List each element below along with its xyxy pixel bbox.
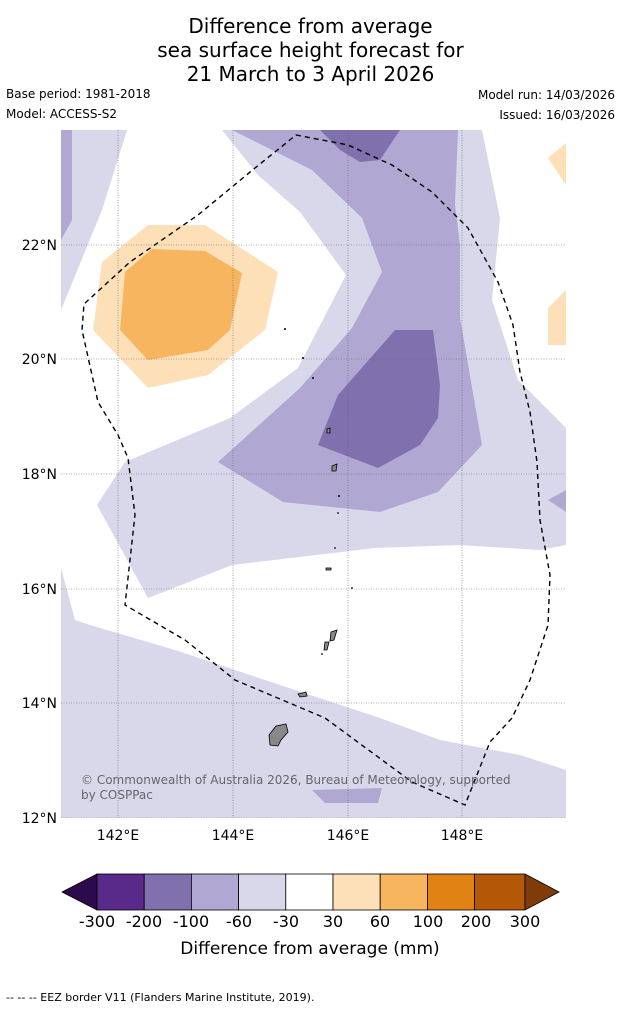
eez-border-footnote: -- -- -- EEZ border V11 (Flanders Marine…	[6, 991, 315, 1004]
colorbar-bin-neg100	[143, 873, 192, 911]
model-run-label: Model run: 14/03/2026	[477, 88, 615, 102]
anomaly-region-pos30-ne	[548, 143, 566, 185]
copyright-notice-line-2: by COSPPac	[81, 788, 153, 802]
anomaly-region-neg30-left	[61, 130, 127, 310]
anomaly-region-neg60-east	[548, 490, 566, 512]
island-tinian	[323, 641, 330, 651]
lon-label-144e: 144°E	[212, 828, 255, 844]
colorbar-extend-high	[524, 873, 560, 911]
colorbar-tick-pos300: 300	[510, 912, 541, 931]
colorbar-tick-pos100: 100	[413, 912, 444, 931]
anomaly-region-neg60-left	[61, 130, 72, 240]
colorbar-bin-neg30	[238, 873, 287, 911]
colorbar-bin-pos100	[426, 873, 475, 911]
colorbar-bin-pos60	[379, 873, 428, 911]
colorbar-bin-neg200	[96, 873, 145, 911]
island-anatahan	[325, 567, 332, 571]
eez-border	[81, 134, 551, 806]
base-period-label: Base period: 1981-2018	[6, 87, 151, 101]
lat-label-16n: 16°N	[22, 582, 57, 598]
model-label: Model: ACCESS-S2	[6, 107, 118, 121]
latitude-labels: 22°N 20°N 18°N 16°N 14°N 12°N	[22, 238, 57, 827]
title-line-1: Difference from average	[188, 14, 433, 38]
colorbar-tick-labels: -300 -200 -100 -60 -30 30 60 100 200 300	[79, 912, 540, 931]
lat-label-20n: 20°N	[22, 352, 57, 368]
island-pagan	[331, 463, 338, 472]
anomaly-region-neg60-south	[312, 788, 382, 803]
colorbar-bin-neg60	[190, 873, 239, 911]
anomaly-region-neg30-south	[61, 568, 566, 818]
colorbar-bin-pos30	[332, 873, 381, 911]
lat-label-12n: 12°N	[22, 811, 57, 827]
title-line-2: sea surface height forecast for	[157, 38, 464, 62]
lat-label-22n: 22°N	[22, 238, 57, 254]
colorbar-tick-neg300: -300	[79, 912, 115, 931]
colorbar-tick-neg100: -100	[173, 912, 209, 931]
lat-label-14n: 14°N	[22, 696, 57, 712]
title-line-3: 21 March to 3 April 2026	[186, 62, 435, 86]
colorbar-extend-low	[61, 873, 98, 911]
island-agrihan	[326, 427, 331, 434]
anomaly-region-pos60-west	[120, 249, 242, 360]
island-saipan	[329, 629, 338, 642]
lon-label-148e: 148°E	[441, 828, 484, 844]
copyright-notice-line-1: © Commonwealth of Australia 2026, Bureau…	[81, 773, 511, 787]
anomaly-region-neg100-north	[320, 130, 400, 162]
graticule	[61, 130, 566, 818]
island-rota	[297, 691, 308, 698]
colorbar-tick-pos200: 200	[461, 912, 492, 931]
longitude-labels: 142°E 144°E 146°E 148°E	[97, 828, 484, 844]
lon-label-146e: 146°E	[327, 828, 370, 844]
colorbar-tick-neg30: -30	[273, 912, 299, 931]
chart-title: Difference from average sea surface heig…	[0, 14, 621, 86]
mariana-islands	[268, 427, 338, 747]
colorbar-tick-pos60: 60	[370, 912, 390, 931]
lat-label-18n: 18°N	[22, 467, 57, 483]
colorbar-bin-neutral	[285, 873, 334, 911]
lon-label-142e: 142°E	[97, 828, 140, 844]
issued-label: Issued: 16/03/2026	[499, 108, 615, 122]
colorbar-tick-pos30: 30	[323, 912, 343, 931]
colorbar-axis-label: Difference from average (mm)	[180, 939, 439, 959]
colorbar-tick-neg200: -200	[126, 912, 162, 931]
anomaly-region-neg100-central	[318, 330, 440, 468]
small-islets	[284, 328, 353, 655]
anomaly-region-pos30-east	[548, 290, 566, 345]
island-guam	[268, 723, 289, 747]
colorbar-bin-pos200	[474, 873, 526, 911]
colorbar-tick-neg60: -60	[226, 912, 252, 931]
